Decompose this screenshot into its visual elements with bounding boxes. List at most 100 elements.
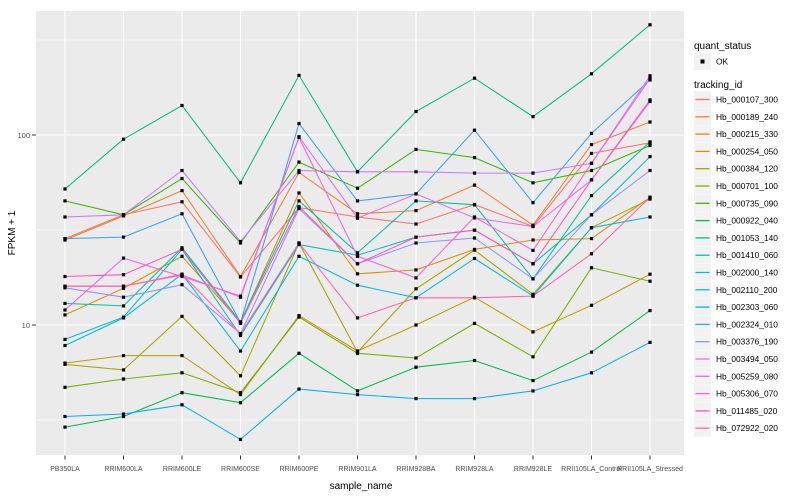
data-point-Hb_003376_190 xyxy=(414,241,418,245)
data-point-Hb_000215_330 xyxy=(121,286,126,290)
x-tick-label-PB350LA: PB350LA xyxy=(50,466,80,473)
data-point-Hb_003494_050 xyxy=(63,215,67,219)
data-point-Hb_000922_040 xyxy=(531,379,535,383)
data-point-Hb_000701_100 xyxy=(63,385,67,389)
data-point-Hb_000701_100 xyxy=(355,351,360,355)
data-point-Hb_000215_330 xyxy=(355,272,360,276)
legend-label-Hb_005259_080: Hb_005259_080 xyxy=(716,371,778,381)
data-point-Hb_002303_060 xyxy=(648,340,652,344)
data-point-Hb_002324_010 xyxy=(63,237,67,241)
data-point-Hb_001053_140 xyxy=(180,103,184,108)
data-point-Hb_072922_020 xyxy=(648,195,652,199)
x-tick-label-RRIM928LE: RRIM928LE xyxy=(514,466,552,473)
data-point-Hb_000254_050 xyxy=(648,272,652,276)
data-point-Hb_003376_190 xyxy=(472,236,477,240)
data-point-Hb_011485_020 xyxy=(63,274,67,279)
data-point-Hb_002110_200 xyxy=(472,256,477,261)
data-point-Hb_005306_070 xyxy=(238,294,243,298)
data-point-Hb_002110_200 xyxy=(238,349,243,353)
data-point-Hb_000922_040 xyxy=(355,389,360,393)
data-point-Hb_000384_120 xyxy=(472,248,477,252)
data-point-Hb_001410_060 xyxy=(648,140,652,144)
x-tick-label-RRII105LA_Control: RRII105LA_Control xyxy=(561,466,622,473)
data-point-Hb_002303_060 xyxy=(531,389,535,393)
legend-label-Hb_002324_010: Hb_002324_010 xyxy=(716,319,778,329)
data-point-Hb_072922_020 xyxy=(414,296,418,300)
data-point-Hb_000735_090 xyxy=(180,176,184,181)
data-point-Hb_072922_020 xyxy=(63,284,67,288)
x-tick-label-RRIM901LA: RRIM901LA xyxy=(338,466,376,473)
data-point-Hb_001053_140 xyxy=(238,181,243,185)
data-point-Hb_005306_070 xyxy=(648,77,652,81)
data-point-Hb_011485_020 xyxy=(238,321,243,325)
data-point-Hb_000107_300 xyxy=(589,151,594,155)
data-point-Hb_000922_040 xyxy=(414,365,418,369)
data-point-Hb_002303_060 xyxy=(180,403,184,407)
legend-keys: Hb_000107_300 Hb_000189_240 Hb_000215_330 H… xyxy=(694,91,778,437)
data-point-Hb_000922_040 xyxy=(297,351,301,355)
data-point-Hb_011485_020 xyxy=(472,228,477,232)
data-point-Hb_000107_300 xyxy=(180,200,184,204)
data-point-Hb_002110_200 xyxy=(297,254,301,258)
data-point-Hb_001410_060 xyxy=(121,304,126,308)
legend-label-Hb_000215_330: Hb_000215_330 xyxy=(716,129,778,139)
data-point-Hb_011485_020 xyxy=(355,262,360,266)
data-point-Hb_000384_120 xyxy=(180,314,184,318)
data-point-Hb_001053_140 xyxy=(63,187,67,191)
data-point-Hb_003494_050 xyxy=(648,74,652,78)
legend-label-ok: OK xyxy=(716,57,729,67)
data-point-Hb_072922_020 xyxy=(238,332,243,336)
legend-label-Hb_000701_100: Hb_000701_100 xyxy=(716,181,778,191)
data-point-Hb_000254_050 xyxy=(121,354,126,358)
data-point-Hb_002324_010 xyxy=(121,235,126,239)
data-point-Hb_002110_200 xyxy=(355,283,360,287)
data-point-Hb_000735_090 xyxy=(297,160,301,164)
data-point-Hb_000701_100 xyxy=(297,315,301,319)
data-point-Hb_001410_060 xyxy=(414,199,418,203)
data-point-Hb_005306_070 xyxy=(531,248,535,252)
legend-label-Hb_000735_090: Hb_000735_090 xyxy=(716,198,778,208)
data-point-Hb_002303_060 xyxy=(297,387,301,391)
axis-ticks-and-labels: PB350LA RRIM600LA RRIM600LE RRIM600SE RRIM60… xyxy=(17,131,682,473)
data-point-Hb_000215_330 xyxy=(414,268,418,272)
data-point-Hb_001053_140 xyxy=(121,137,126,141)
data-point-Hb_000384_120 xyxy=(238,374,243,378)
data-point-Hb_003494_050 xyxy=(355,170,360,174)
x-tick-label-RRII105LA_Stressed: RRII105LA_Stressed xyxy=(617,466,683,473)
data-point-Hb_003376_190 xyxy=(121,295,126,299)
data-point-Hb_002324_010 xyxy=(472,128,477,132)
data-point-Hb_001053_140 xyxy=(472,76,477,80)
data-point-Hb_005306_070 xyxy=(121,256,126,260)
data-point-Hb_011485_020 xyxy=(180,247,184,251)
legend-label-Hb_002110_200: Hb_002110_200 xyxy=(716,285,778,295)
data-point-Hb_000215_330 xyxy=(531,238,535,242)
x-tick-label-RRIM600PE: RRIM600PE xyxy=(280,466,319,473)
data-point-Hb_003376_190 xyxy=(648,168,652,173)
data-point-Hb_000254_050 xyxy=(238,393,243,397)
data-point-Hb_001410_060 xyxy=(355,251,360,255)
data-point-Hb_003376_190 xyxy=(589,213,594,217)
data-point-Hb_000384_120 xyxy=(63,362,67,366)
ok-point-marker-icon xyxy=(700,59,705,64)
legend-label-Hb_000384_120: Hb_000384_120 xyxy=(716,164,778,174)
data-point-Hb_000922_040 xyxy=(180,391,184,395)
data-point-Hb_011485_020 xyxy=(414,235,418,239)
data-point-Hb_001410_060 xyxy=(63,301,67,305)
legend-label-Hb_000254_050: Hb_000254_050 xyxy=(716,146,778,156)
data-point-Hb_001410_060 xyxy=(472,203,477,207)
data-point-Hb_000189_240 xyxy=(238,274,243,279)
data-point-Hb_005306_070 xyxy=(589,161,594,165)
data-point-Hb_000189_240 xyxy=(414,209,418,213)
data-point-Hb_000254_050 xyxy=(531,330,535,334)
data-point-Hb_003494_050 xyxy=(414,170,418,174)
x-tick-label-RRIM928BA: RRIM928BA xyxy=(397,466,436,473)
data-point-Hb_000735_090 xyxy=(589,168,594,173)
data-point-Hb_002303_060 xyxy=(414,397,418,401)
data-point-Hb_000922_040 xyxy=(63,425,67,429)
legend-label-Hb_001053_140: Hb_001053_140 xyxy=(716,233,778,243)
data-point-Hb_003494_050 xyxy=(297,168,301,173)
data-point-Hb_000922_040 xyxy=(589,350,594,354)
y-tick-label-100: 100 xyxy=(17,131,30,140)
legend-label-Hb_002000_140: Hb_002000_140 xyxy=(716,268,778,278)
data-point-Hb_005306_070 xyxy=(355,254,360,258)
